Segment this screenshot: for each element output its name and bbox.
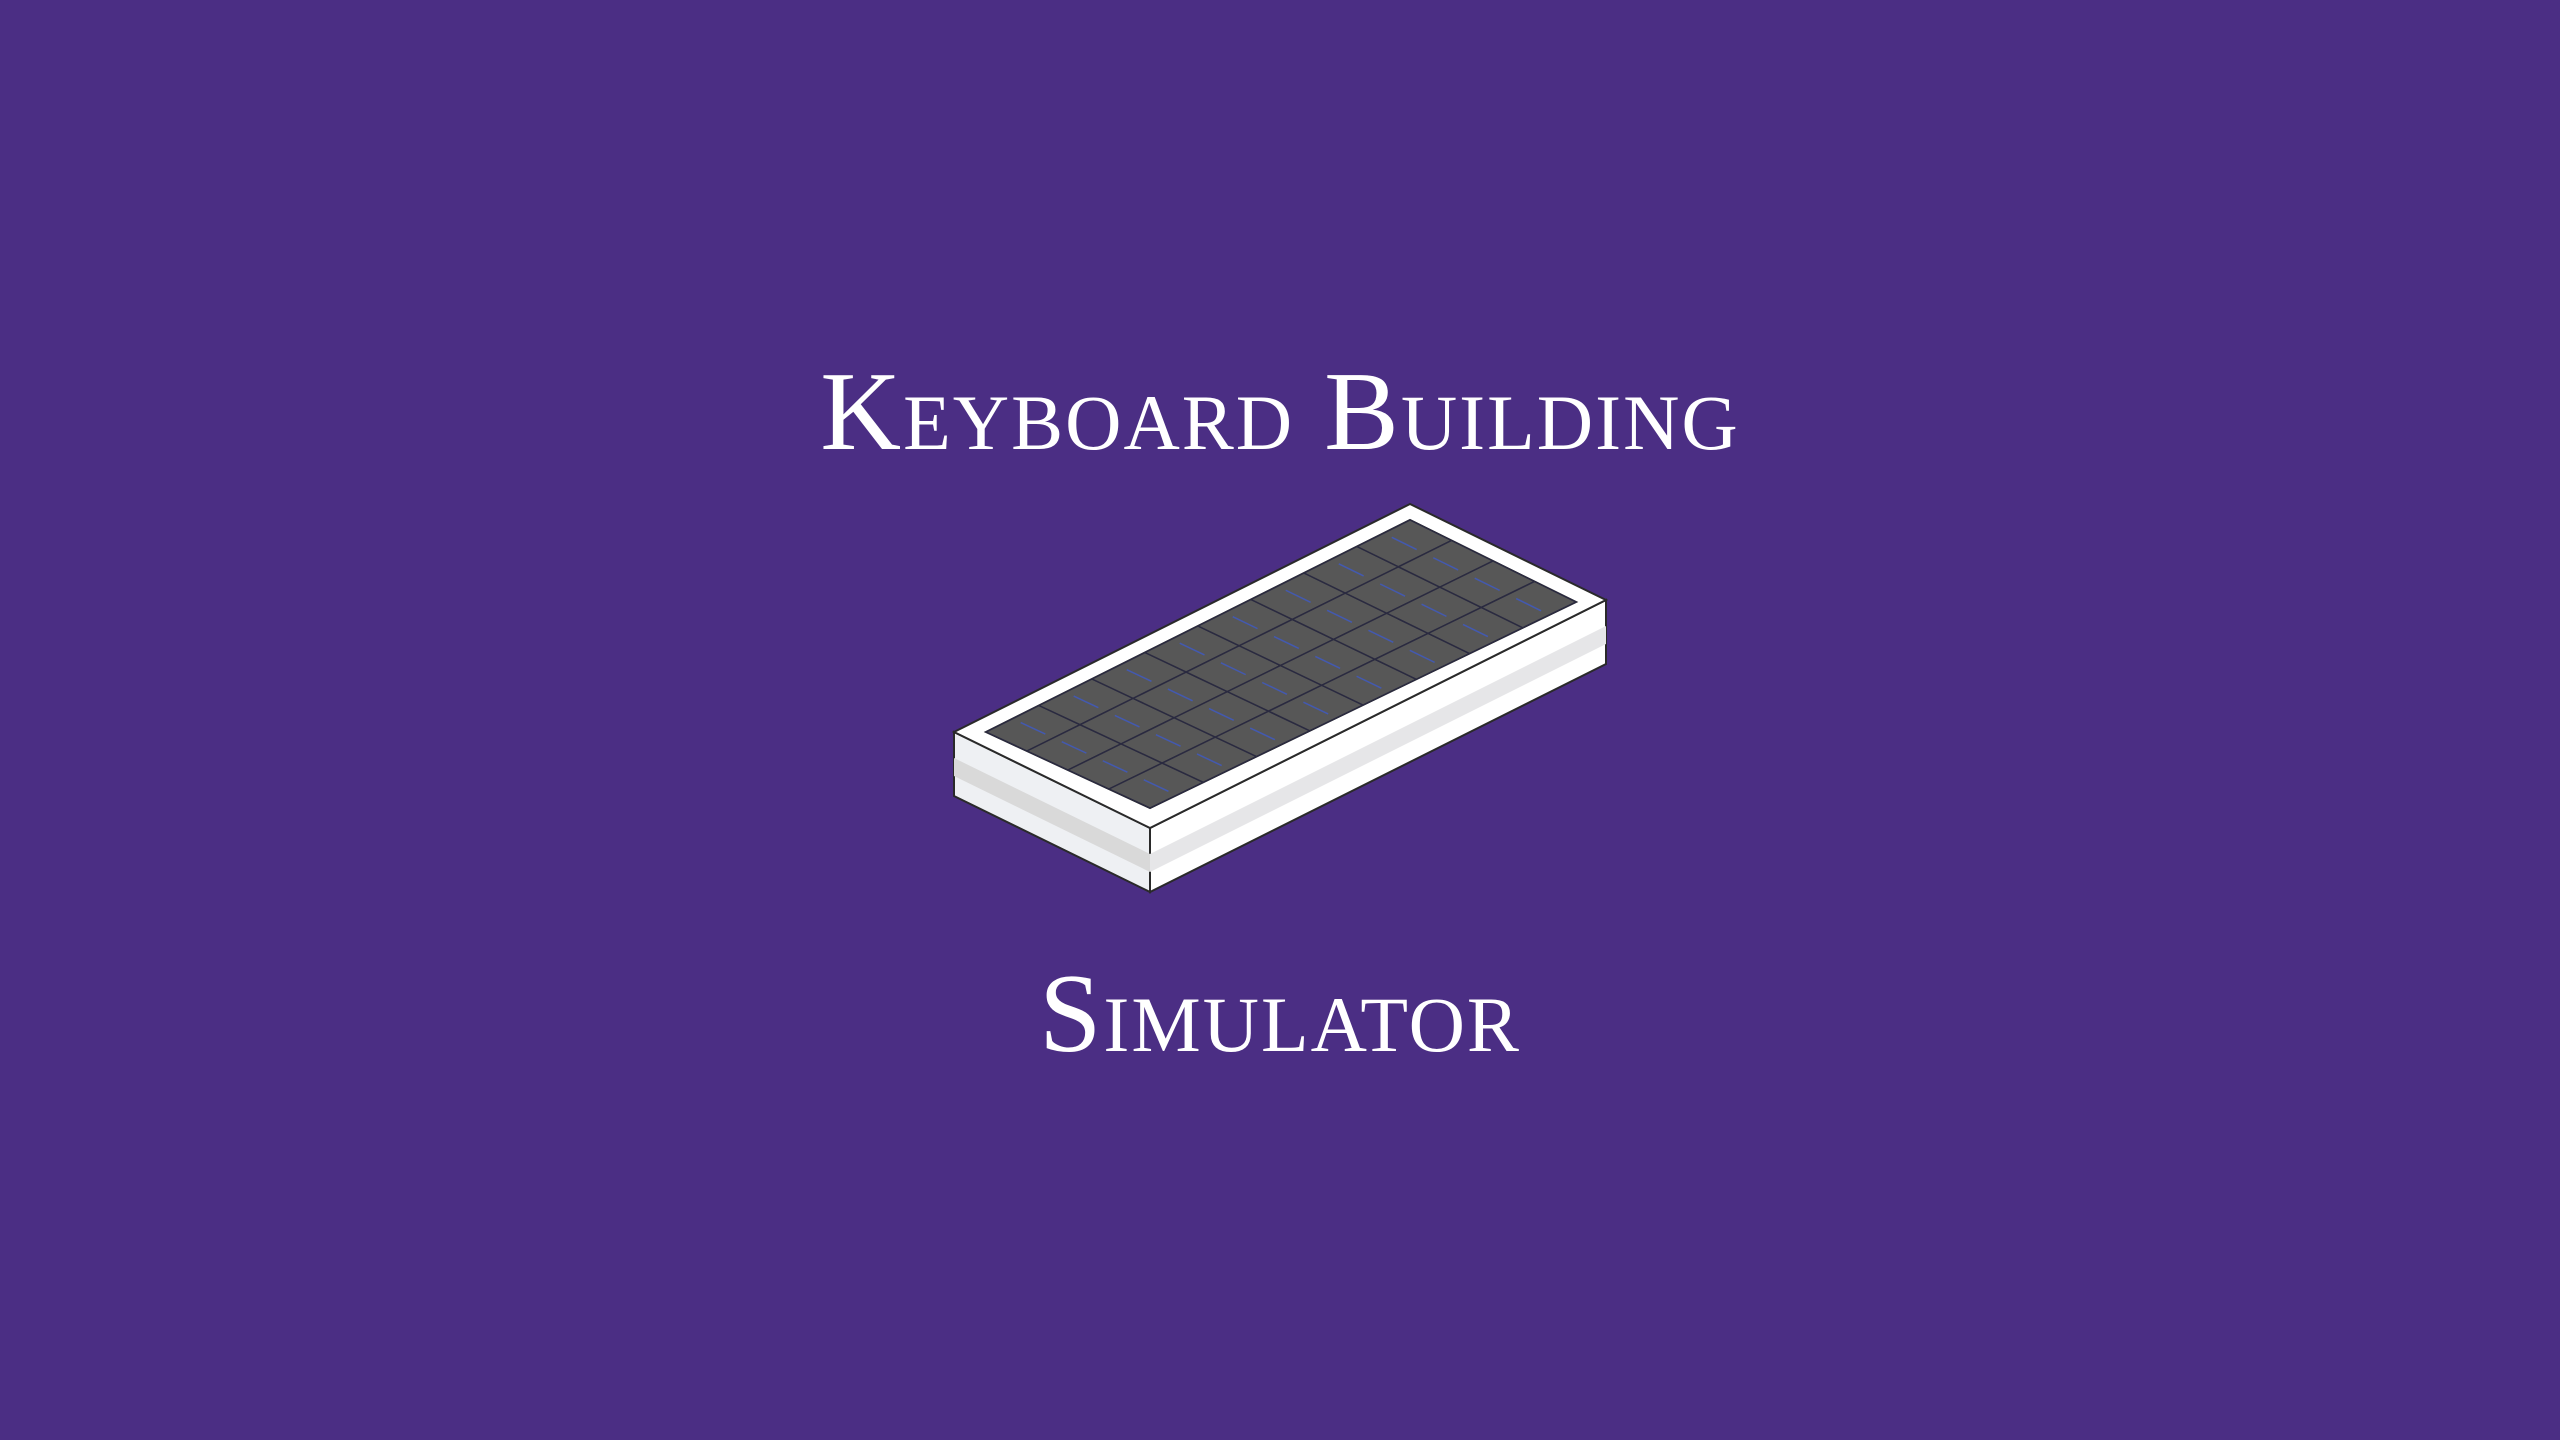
key-switch-mark — [1326, 609, 1353, 623]
keyboard-keys — [983, 518, 1579, 810]
key-switch-mark — [1020, 721, 1046, 735]
key-switch-mark — [1303, 701, 1329, 715]
key-switch-mark — [1314, 655, 1341, 669]
keyboard-icon — [951, 502, 1609, 894]
key-switch-mark — [1515, 597, 1542, 612]
key-switch-mark — [1421, 603, 1447, 618]
key-switch-mark — [1379, 583, 1406, 597]
key-switch-mark — [1073, 695, 1099, 709]
key-switch-mark — [1232, 616, 1258, 630]
key-switch-mark — [1409, 649, 1435, 664]
key-switch-mark — [1368, 629, 1394, 644]
key-switch-mark — [1155, 733, 1181, 747]
game-title-line-2: Simulator — [1039, 952, 1521, 1076]
key-switch-mark — [1462, 623, 1489, 638]
key-switch-mark — [1391, 536, 1418, 551]
key-switch-mark — [1179, 642, 1205, 656]
keyboard-case-stripe-right — [1150, 626, 1606, 872]
key-switch-mark — [1126, 668, 1152, 683]
key-switch-mark — [1261, 681, 1288, 695]
key-switch-mark — [1167, 688, 1193, 702]
key-switch-mark — [1143, 779, 1169, 792]
key-switch-mark — [1114, 714, 1140, 728]
key-switch-mark — [1102, 760, 1128, 773]
key-switch-mark — [1356, 675, 1382, 689]
key-switch-mark — [1208, 707, 1235, 721]
key-switch-mark — [1273, 635, 1300, 650]
key-switch-mark — [1432, 557, 1459, 571]
key-switch-mark — [1196, 753, 1222, 767]
keyboard-case-stripe-left — [954, 758, 1150, 872]
key-switch-mark — [1338, 563, 1364, 577]
key-switch-mark — [1061, 740, 1087, 754]
key-switch-mark — [1249, 727, 1276, 741]
key-switch-mark — [1474, 577, 1500, 592]
game-title-line-1: Keyboard Building — [820, 350, 1740, 474]
key-switch-mark — [1285, 589, 1311, 603]
key-switch-mark — [1220, 662, 1247, 676]
